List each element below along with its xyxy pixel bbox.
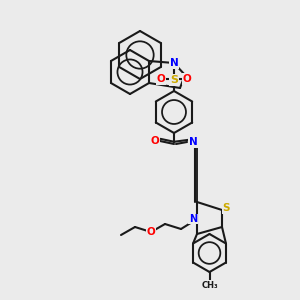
Text: CH₃: CH₃ <box>201 280 218 290</box>
Text: O: O <box>157 74 165 84</box>
Text: S: S <box>222 203 230 213</box>
Text: N: N <box>189 214 197 224</box>
Text: O: O <box>147 227 155 237</box>
Text: N: N <box>189 137 197 147</box>
Text: O: O <box>183 74 191 84</box>
Text: S: S <box>170 75 178 85</box>
Text: O: O <box>151 136 159 146</box>
Text: N: N <box>169 58 178 68</box>
